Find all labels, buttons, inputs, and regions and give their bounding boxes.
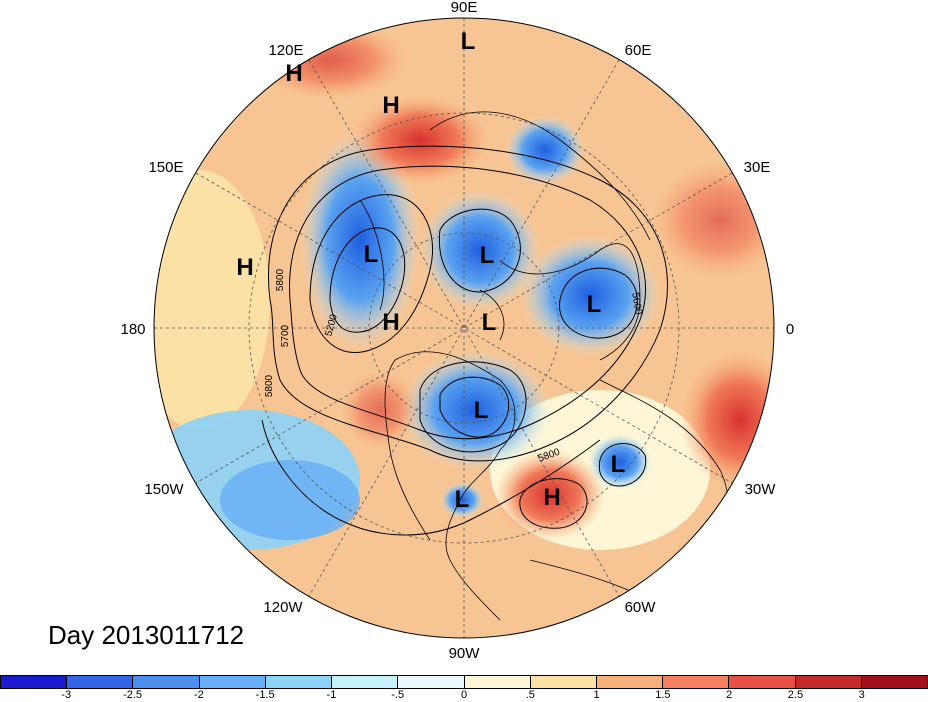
colorbar-tick-label: -.5 [391,689,405,701]
high-center-marker: H [382,92,399,119]
colorbar-swatch [265,676,333,688]
lon-label: 90E [451,0,478,16]
high-center-marker: H [543,484,560,511]
colorbar-tick-label: -3 [61,689,72,701]
low-center-marker: L [611,451,626,478]
plot-title: Day 2013011712 [48,620,245,650]
graticule [154,18,774,638]
map-border [153,17,775,639]
low-center-marker: L [364,241,379,268]
colorbar-swatch [663,676,730,688]
colorbar-swatch [332,676,399,688]
colorbar-tick-label: -1 [326,689,337,701]
colorbar-swatch [1,676,68,688]
high-center-marker: H [236,254,253,281]
lon-label: 30E [744,159,771,176]
low-center-marker: L [587,291,602,318]
colorbar-swatch [67,676,134,688]
colorbar-swatch [464,676,531,688]
lon-label: 60W [625,599,657,616]
low-center-marker: L [455,486,470,513]
colorbar-tick-label: 0 [460,689,468,701]
low-center-marker: L [461,28,476,55]
lon-label: 120W [263,599,303,616]
colorbar-tick-label: -2 [193,689,204,701]
pressure-centers: L H H L H L L L H L L L H [236,28,625,513]
low-center-marker: L [474,397,489,424]
colorbar-swatch [729,676,796,688]
lon-label: 150E [148,159,183,176]
colorbar-swatch [795,676,862,688]
colorbar-tick-label: 2.5 [787,689,804,701]
high-center-marker: H [285,60,302,87]
colorbar-tick-label: -2.5 [123,689,143,701]
lon-label: 0 [786,321,794,338]
colorbar-swatch [199,676,266,688]
lon-label: 30W [745,481,777,498]
lon-label: 150W [144,481,184,498]
height-contours [261,145,668,536]
lon-label: 90W [449,645,481,662]
colorbar-tick-label: .5 [525,689,535,701]
colorbar-labels: -3 -2.5 -2 -1.5 -1 -.5 0 .5 1 1.5 2 2.5 3 [0,689,928,702]
contour-label: 5800 [264,374,275,397]
contour-label: 5700 [280,324,291,347]
colorbar [0,675,928,689]
colorbar-tick-label: 1.5 [655,689,671,701]
colorbar-swatch [398,676,465,688]
colorbar-tick-label: 2 [726,689,733,701]
contour-label: 5600 [629,292,644,316]
low-center-marker: L [482,309,497,336]
colorbar-swatch [596,676,664,688]
colorbar-tick-label: 1 [593,689,600,701]
colorbar-swatch [861,676,928,688]
lon-label: 120E [268,42,303,59]
colorbar-swatch [133,676,200,688]
contour-label: 5800 [275,268,286,291]
colorbar-tick-label: 3 [858,689,865,701]
longitude-labels: 90E 60E 30E 0 30W 60W 90W 120W 150W 180 … [120,0,794,662]
low-center-marker: L [480,242,495,269]
high-center-marker: H [382,309,399,336]
colorbar-tick-label: -1.5 [255,689,275,701]
colorbar-swatch [530,676,597,688]
lon-label: 180 [120,321,145,338]
anomaly-field [154,18,774,638]
lon-label: 60E [625,42,652,59]
